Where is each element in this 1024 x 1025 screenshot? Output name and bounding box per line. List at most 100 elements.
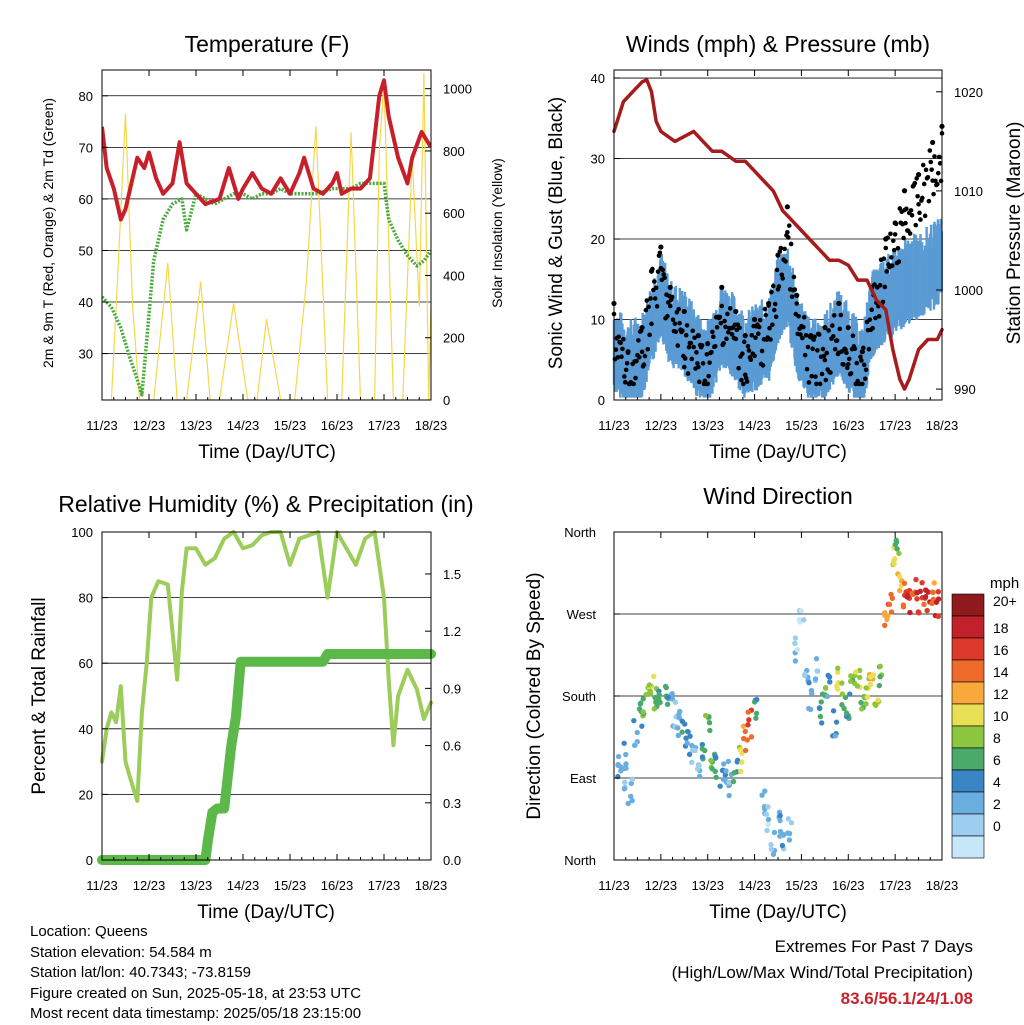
x-tick-label: 15/23: [274, 878, 307, 893]
gust-point: [914, 176, 919, 181]
gust-point: [780, 276, 785, 281]
gust-point: [892, 232, 898, 237]
x-tick-label: 13/23: [691, 878, 724, 893]
x-tick-label: 16/23: [832, 878, 865, 893]
gust-point: [925, 174, 931, 180]
gust-point: [926, 198, 932, 204]
gust-point: [643, 307, 649, 313]
gust-point: [877, 282, 883, 288]
gust-point: [786, 235, 791, 240]
direction-point: [687, 733, 693, 739]
gust-point: [804, 366, 810, 372]
direction-point: [725, 758, 732, 765]
gust-key-point: [751, 316, 758, 323]
direction-point: [723, 768, 729, 774]
humidity-ylabel-left: Percent & Total Rainfall: [29, 597, 50, 794]
gust-point: [921, 181, 927, 187]
gust-key-point: [892, 220, 898, 226]
direction-point: [762, 788, 768, 794]
gust-point: [636, 338, 641, 343]
direction-point: [809, 690, 815, 697]
gust-point: [616, 334, 621, 340]
temperature-line: [102, 78, 431, 222]
gust-point: [852, 346, 858, 352]
colorbar-title: mph: [990, 575, 1019, 592]
gust-point: [762, 306, 768, 312]
x-tick-label: 17/23: [368, 878, 401, 893]
direction-point: [859, 706, 865, 712]
gust-point: [786, 223, 792, 228]
direction-point: [651, 706, 657, 712]
x-tick-label: 14/23: [738, 418, 771, 433]
gust-point: [890, 238, 896, 243]
gust-key-point: [733, 308, 739, 315]
y2-tick-label: 600: [443, 206, 465, 221]
gust-point: [759, 348, 765, 354]
gust-key-point: [859, 349, 865, 355]
direction-point: [893, 539, 900, 545]
direction-point: [692, 747, 698, 754]
gust-point: [645, 346, 651, 352]
gust-point: [803, 333, 809, 338]
gust-point: [918, 217, 923, 222]
winds-ylabel-left: Sonic Wind & Gust (Blue, Black): [546, 97, 567, 369]
y-tick-label: 40: [79, 722, 93, 737]
gust-point: [726, 330, 731, 335]
station-info: Location: Queens Station elevation: 54.5…: [30, 922, 361, 1025]
direction-point: [930, 589, 936, 596]
gust-key-point: [625, 349, 631, 355]
direction-point: [777, 828, 784, 835]
gust-point: [714, 324, 720, 330]
gust-point: [870, 325, 875, 331]
direction-point: [686, 751, 693, 758]
direction-point: [638, 700, 644, 706]
created-text: Figure created on Sun, 2025-05-18, at 23…: [30, 984, 362, 1002]
gust-point: [686, 344, 692, 350]
y2-tick-label: 0.6: [443, 739, 461, 754]
solar-insolation-line: [110, 73, 431, 400]
direction-point: [765, 804, 771, 810]
x-tick-label: 16/23: [321, 878, 354, 893]
gust-point: [709, 349, 714, 355]
direction-point: [843, 710, 850, 716]
y-tick-label: 0: [86, 853, 93, 868]
direction-point: [639, 723, 645, 729]
gust-point: [917, 210, 922, 216]
direction-point: [822, 685, 829, 691]
gust-point: [623, 367, 629, 373]
direction-point: [744, 737, 751, 743]
direction-point: [779, 842, 786, 849]
temperature-panel: Temperature (F) 2m & 9m T (Red, Orange) …: [40, 31, 505, 463]
winds-ylabel-right: Station Pressure (Maroon): [1004, 122, 1024, 345]
direction-panel: Wind Direction Direction (Colored By Spe…: [524, 483, 1019, 923]
y-tick-label: 70: [79, 140, 93, 155]
direction-point: [742, 747, 749, 754]
colorbar-swatch: [951, 769, 985, 793]
gust-point: [881, 256, 887, 261]
colorbar-label: 18: [993, 620, 1009, 636]
gust-point: [719, 303, 725, 309]
direction-point: [924, 607, 930, 614]
gust-point: [936, 154, 942, 160]
gust-point: [655, 269, 661, 274]
gust-key-point: [681, 308, 687, 315]
direction-point: [848, 673, 854, 679]
direction-tick-label: South: [562, 689, 596, 704]
gust-point: [771, 283, 776, 289]
gust-point: [660, 267, 666, 273]
gust-point: [896, 259, 902, 265]
direction-point: [628, 780, 634, 787]
y2-tick-label: 1020: [954, 85, 983, 100]
direction-point: [917, 588, 923, 595]
gust-point: [895, 245, 901, 251]
gust-point: [695, 361, 700, 366]
direction-tick-label: West: [567, 607, 597, 622]
direction-point: [679, 729, 685, 735]
direction-point: [640, 709, 646, 715]
gust-point: [649, 321, 654, 327]
direction-point: [847, 678, 854, 685]
gust-point: [662, 275, 667, 281]
gust-point: [788, 241, 794, 247]
gust-point: [689, 356, 695, 362]
